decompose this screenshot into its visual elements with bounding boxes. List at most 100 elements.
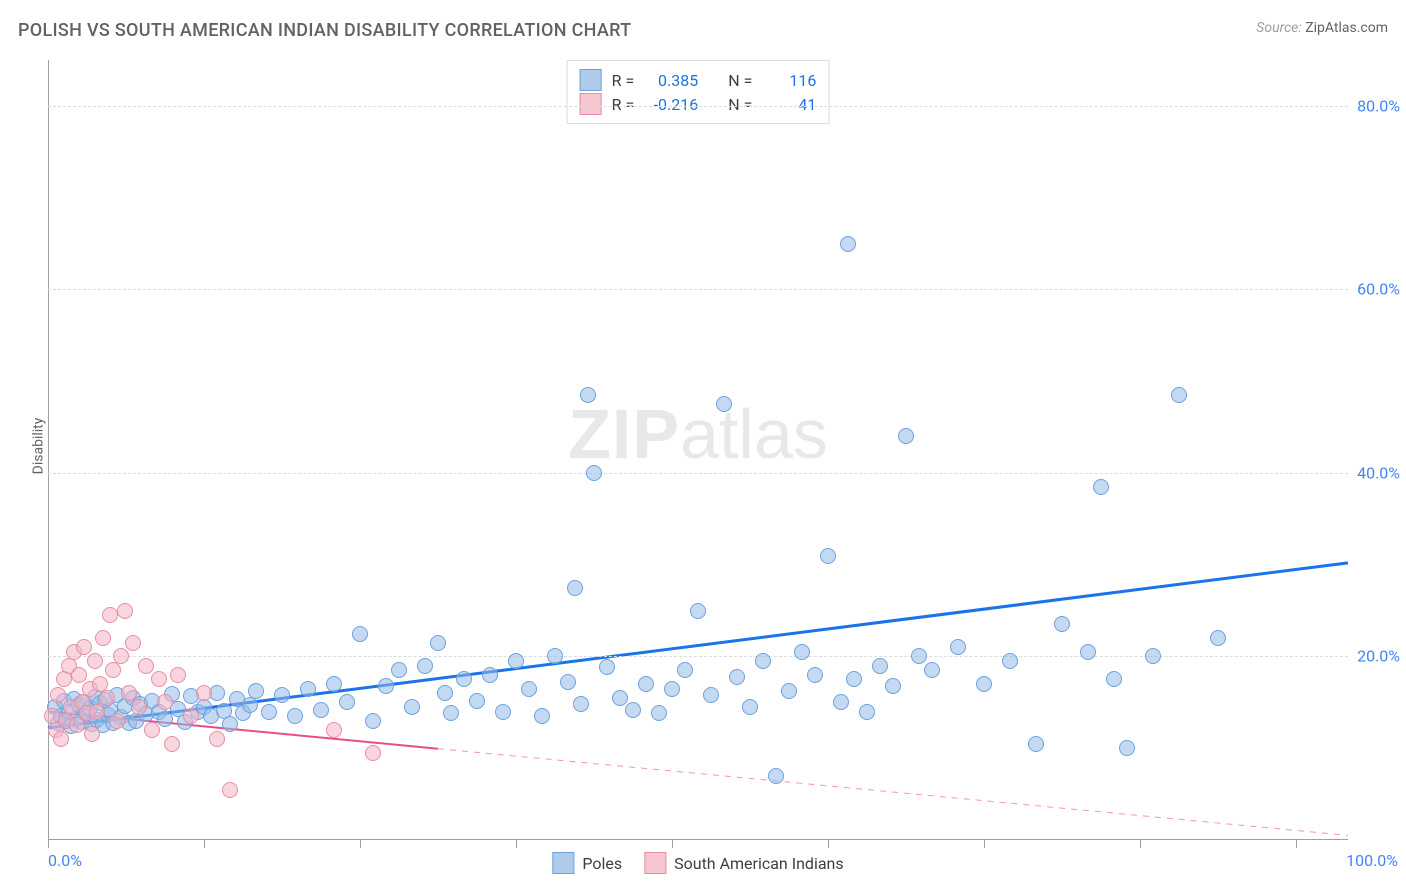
data-point	[71, 667, 87, 683]
data-point	[924, 662, 940, 678]
plot-area: ZIPatlas R = 0.385 N = 116 R = -0.216 N …	[48, 60, 1348, 840]
data-point	[391, 662, 407, 678]
data-point	[287, 708, 303, 724]
data-point	[820, 548, 836, 564]
data-point	[339, 694, 355, 710]
x-tick	[360, 840, 361, 848]
y-tick-label: 80.0%	[1357, 96, 1400, 115]
data-point	[612, 690, 628, 706]
data-point	[885, 678, 901, 694]
data-point	[131, 699, 147, 715]
data-point	[664, 681, 680, 697]
data-point	[209, 731, 225, 747]
x-tick	[1140, 840, 1141, 848]
data-point	[183, 708, 199, 724]
y-tick-label: 60.0%	[1357, 280, 1400, 299]
trend-lines	[48, 60, 1348, 840]
data-point	[716, 396, 732, 412]
data-point	[109, 713, 125, 729]
x-tick	[204, 840, 205, 848]
gridline	[48, 473, 1348, 474]
data-point	[508, 653, 524, 669]
data-point	[248, 683, 264, 699]
data-point	[326, 676, 342, 692]
data-point	[872, 658, 888, 674]
data-point	[404, 699, 420, 715]
data-point	[164, 736, 180, 752]
data-point	[50, 687, 66, 703]
data-point	[1080, 644, 1096, 660]
data-point	[56, 671, 72, 687]
data-point	[121, 685, 137, 701]
data-point	[599, 659, 615, 675]
data-point	[651, 705, 667, 721]
data-point	[170, 667, 186, 683]
x-tick	[1296, 840, 1297, 848]
data-point	[1028, 736, 1044, 752]
data-point	[1106, 671, 1122, 687]
y-axis-label: Disability	[30, 418, 46, 475]
data-point	[950, 639, 966, 655]
data-point	[547, 648, 563, 664]
x-axis	[48, 839, 1348, 840]
watermark-bold: ZIP	[568, 395, 680, 473]
data-point	[768, 768, 784, 784]
legend-swatch-pink	[644, 852, 666, 874]
data-point	[300, 681, 316, 697]
data-point	[976, 676, 992, 692]
swatch-blue	[580, 69, 602, 91]
data-point	[586, 465, 602, 481]
stats-row-poles: R = 0.385 N = 116	[580, 69, 817, 91]
data-point	[113, 648, 129, 664]
data-point	[87, 653, 103, 669]
source-value: ZipAtlas.com	[1305, 20, 1388, 36]
data-point	[703, 687, 719, 703]
data-point	[76, 639, 92, 655]
data-point	[625, 702, 641, 718]
data-point	[222, 716, 238, 732]
trend-line-dashed	[438, 749, 1348, 836]
data-point	[151, 671, 167, 687]
data-point	[95, 630, 111, 646]
source-label: Source:	[1256, 20, 1301, 36]
stats-N-sai: 41	[762, 95, 816, 114]
legend-item-sai: South American Indians	[644, 852, 844, 874]
data-point	[495, 704, 511, 720]
data-point	[99, 690, 115, 706]
data-point	[261, 704, 277, 720]
stats-N-label2: N =	[728, 95, 752, 114]
data-point	[242, 697, 258, 713]
watermark: ZIPatlas	[568, 394, 828, 474]
data-point	[1171, 387, 1187, 403]
data-point	[840, 236, 856, 252]
data-point	[430, 635, 446, 651]
x-tick	[48, 840, 49, 848]
data-point	[521, 681, 537, 697]
legend-swatch-blue	[552, 852, 574, 874]
data-point	[807, 667, 823, 683]
data-point	[157, 694, 173, 710]
data-point	[138, 658, 154, 674]
data-point	[1093, 479, 1109, 495]
data-point	[313, 702, 329, 718]
swatch-pink	[580, 93, 602, 115]
data-point	[469, 693, 485, 709]
data-point	[437, 685, 453, 701]
x-tick	[984, 840, 985, 848]
data-point	[560, 674, 576, 690]
data-point	[755, 653, 771, 669]
data-point	[456, 671, 472, 687]
data-point	[742, 699, 758, 715]
chart-title: POLISH VS SOUTH AMERICAN INDIAN DISABILI…	[18, 20, 631, 41]
data-point	[105, 662, 121, 678]
data-point	[1210, 630, 1226, 646]
stats-R-label: R =	[612, 71, 635, 90]
watermark-rest: atlas	[680, 395, 828, 473]
stats-R-sai: -0.216	[644, 95, 698, 114]
data-point	[794, 644, 810, 660]
x-tick	[672, 840, 673, 848]
data-point	[690, 603, 706, 619]
data-point	[417, 658, 433, 674]
data-point	[53, 731, 69, 747]
data-point	[222, 782, 238, 798]
